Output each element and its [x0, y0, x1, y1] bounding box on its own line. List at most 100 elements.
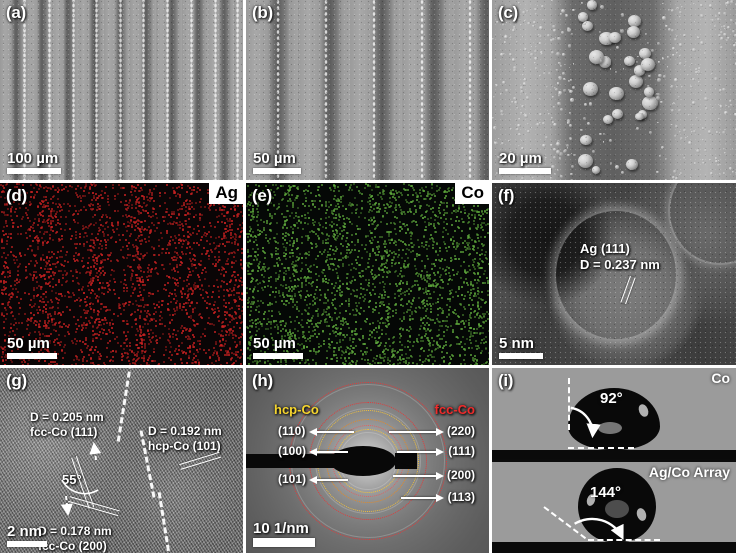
eds-dot — [467, 303, 470, 306]
eds-dot — [419, 214, 422, 217]
eds-dot — [238, 343, 241, 346]
eds-dot — [437, 189, 440, 192]
eds-dot — [394, 240, 397, 243]
eds-dot — [181, 288, 184, 291]
eds-dot — [318, 350, 321, 353]
eds-dot — [369, 239, 371, 242]
eds-dot — [42, 300, 45, 303]
eds-dot — [168, 243, 171, 246]
eds-dot — [134, 207, 137, 210]
eds-dot — [273, 344, 276, 347]
eds-dot — [235, 305, 238, 308]
eds-dot — [194, 361, 197, 364]
eds-dot — [151, 211, 154, 213]
eds-dot — [232, 273, 235, 276]
eds-dot — [252, 290, 255, 293]
eds-dot — [102, 322, 105, 325]
eds-dot — [135, 333, 138, 336]
eds-dot — [111, 186, 114, 189]
eds-dot — [186, 279, 189, 282]
eds-dot — [411, 194, 414, 197]
eds-dot — [428, 274, 431, 276]
eds-dot — [371, 311, 374, 314]
eds-dot — [26, 327, 29, 330]
eds-dot — [266, 359, 269, 362]
eds-dot — [125, 323, 128, 326]
eds-dot — [452, 312, 455, 315]
eds-dot — [124, 351, 127, 354]
eds-dot — [208, 356, 211, 359]
eds-dot — [202, 246, 205, 249]
eds-dot — [51, 270, 54, 273]
eds-dot — [146, 304, 149, 307]
eds-dot — [368, 185, 371, 188]
eds-dot — [78, 358, 81, 361]
eds-dot — [369, 300, 372, 303]
eds-dot — [368, 203, 371, 205]
eds-dot — [44, 198, 47, 201]
eds-dot — [399, 229, 402, 232]
eds-dot — [10, 323, 13, 326]
eds-dot — [208, 323, 211, 326]
eds-dot — [281, 338, 284, 341]
eds-dot — [393, 271, 396, 274]
eds-dot — [444, 269, 447, 272]
eds-dot — [481, 245, 484, 248]
eds-dot — [439, 187, 442, 190]
eds-dot — [364, 319, 367, 322]
eds-dot — [89, 361, 92, 364]
eds-dot — [91, 255, 94, 258]
eds-dot — [220, 343, 223, 346]
eds-dot — [328, 223, 331, 226]
eds-dot — [467, 220, 470, 223]
eds-dot — [29, 227, 32, 230]
eds-dot — [136, 304, 139, 306]
eds-dot — [314, 363, 317, 365]
eds-dot — [44, 296, 47, 299]
eds-dot — [124, 279, 126, 282]
eds-dot — [61, 234, 64, 237]
eds-dot — [72, 275, 75, 278]
eds-dot — [336, 207, 339, 210]
eds-dot — [421, 363, 424, 365]
eds-dot — [376, 362, 379, 365]
eds-dot — [15, 321, 18, 324]
eds-dot — [62, 202, 65, 205]
eds-dot — [387, 238, 390, 241]
eds-dot — [218, 243, 221, 246]
eds-dot — [72, 214, 75, 217]
eds-dot — [191, 258, 194, 261]
eds-dot — [206, 249, 209, 252]
eds-dot — [215, 208, 218, 211]
eds-dot — [393, 263, 396, 266]
eds-dot — [131, 269, 133, 272]
eds-dot — [98, 330, 101, 333]
eds-dot — [13, 262, 16, 265]
eds-dot — [12, 288, 15, 291]
eds-dot — [188, 273, 191, 276]
eds-dot — [443, 197, 446, 199]
eds-dot — [148, 274, 151, 277]
eds-dot — [223, 280, 226, 283]
eds-dot — [89, 203, 92, 206]
eds-dot — [429, 343, 432, 346]
eds-dot — [98, 270, 101, 273]
eds-dot — [383, 209, 386, 212]
eds-dot — [201, 235, 204, 238]
eds-dot — [14, 287, 17, 290]
eds-dot — [256, 361, 259, 363]
eds-dot — [152, 207, 155, 210]
eds-dot — [188, 288, 191, 290]
eds-dot — [188, 217, 191, 220]
eds-dot — [174, 192, 177, 195]
eds-dot — [345, 333, 348, 336]
eds-dot — [237, 248, 240, 251]
eds-dot — [457, 219, 460, 222]
eds-dot — [39, 259, 42, 261]
eds-dot — [399, 298, 402, 301]
eds-dot — [128, 224, 131, 227]
eds-dot — [108, 323, 111, 326]
eds-dot — [427, 276, 430, 279]
eds-dot — [455, 210, 457, 213]
eds-dot — [214, 247, 217, 250]
